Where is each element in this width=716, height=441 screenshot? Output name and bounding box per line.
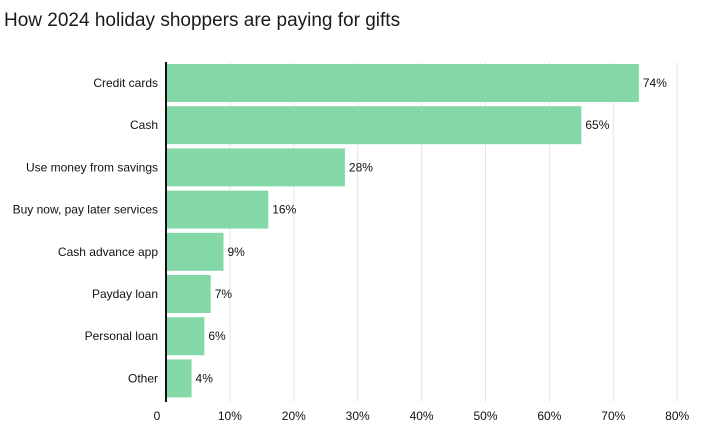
category-label: Credit cards — [93, 76, 158, 90]
value-label: 7% — [215, 287, 233, 301]
x-tick-labels: 0 10% 20% 30% 40% 50% 60% 70% 80% — [154, 409, 690, 423]
bar — [166, 232, 224, 271]
category-label: Use money from savings — [26, 160, 158, 174]
gridlines — [229, 62, 678, 402]
bar — [166, 106, 582, 145]
value-label: 65% — [585, 118, 609, 132]
chart-title: How 2024 holiday shoppers are paying for… — [4, 10, 401, 31]
category-label: Cash — [130, 118, 158, 132]
bar — [166, 190, 269, 229]
bar — [166, 148, 345, 187]
value-label: 74% — [643, 76, 667, 90]
bar — [166, 275, 211, 313]
value-label: 4% — [196, 371, 214, 385]
x-tick-label: 80% — [665, 409, 689, 423]
x-tick-label: 40% — [410, 409, 434, 423]
x-tick-label: 10% — [218, 409, 242, 423]
category-label: Payday loan — [92, 287, 158, 301]
value-labels: 74% 65% 28% 16% 9% 7% 6% 4% — [196, 76, 668, 385]
value-label: 28% — [349, 160, 373, 174]
category-label: Cash advance app — [58, 245, 158, 259]
category-label: Other — [128, 371, 158, 385]
x-tick-label: 30% — [346, 409, 370, 423]
category-label: Personal loan — [85, 329, 158, 343]
bar — [166, 359, 192, 398]
category-labels: Credit cards Cash Use money from savings Bu… — [13, 76, 159, 385]
value-label: 6% — [208, 329, 226, 343]
bar — [166, 64, 639, 102]
x-tick-label: 70% — [601, 409, 625, 423]
bars — [166, 64, 639, 398]
x-tick-label: 0 — [154, 409, 161, 423]
bar — [166, 317, 205, 356]
value-label: 16% — [272, 203, 296, 217]
x-tick-label: 20% — [282, 409, 306, 423]
x-tick-label: 60% — [537, 409, 561, 423]
value-label: 9% — [228, 245, 246, 259]
category-label: Buy now, pay later services — [13, 203, 158, 217]
x-tick-label: 50% — [473, 409, 497, 423]
